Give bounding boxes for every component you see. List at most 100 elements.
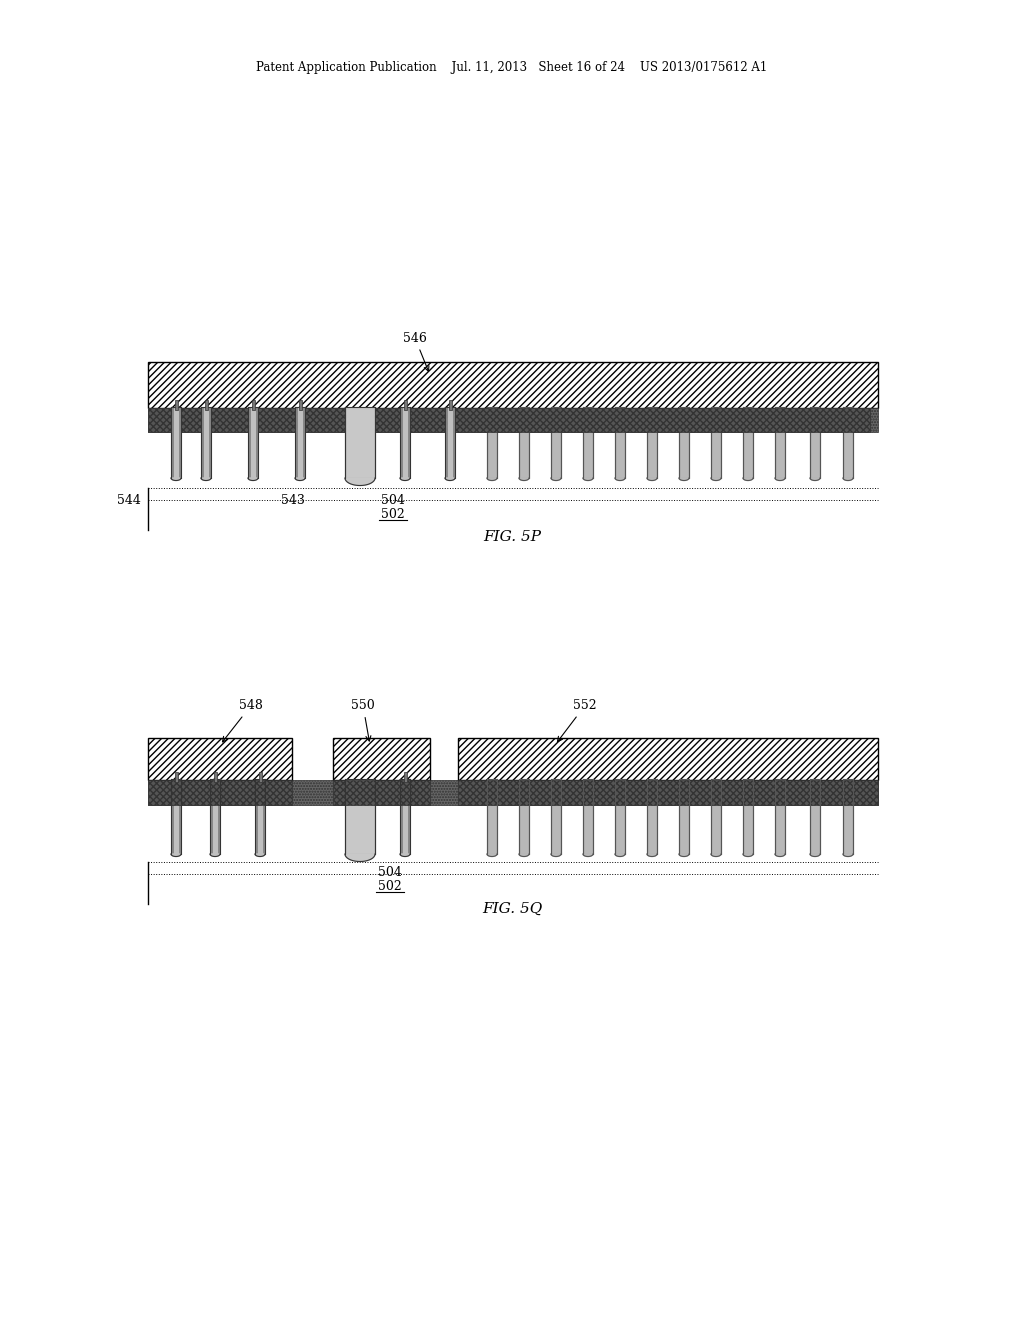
Text: 544: 544: [117, 494, 141, 507]
Bar: [345, 779, 375, 854]
Bar: [204, 407, 209, 478]
Bar: [305, 408, 345, 432]
Bar: [410, 408, 445, 432]
Bar: [211, 408, 248, 432]
Bar: [258, 772, 261, 781]
Bar: [679, 779, 689, 854]
Bar: [711, 779, 721, 854]
Bar: [445, 407, 447, 478]
Polygon shape: [679, 478, 689, 480]
Text: 550: 550: [351, 700, 375, 741]
Bar: [148, 362, 878, 408]
Polygon shape: [445, 478, 455, 480]
Polygon shape: [743, 854, 753, 857]
Bar: [255, 779, 257, 854]
Text: 504: 504: [378, 866, 402, 879]
Polygon shape: [843, 854, 853, 857]
Bar: [408, 407, 410, 478]
Polygon shape: [201, 478, 211, 480]
Text: Patent Application Publication    Jul. 11, 2013   Sheet 16 of 24    US 2013/0175: Patent Application Publication Jul. 11, …: [256, 62, 768, 74]
Bar: [333, 738, 430, 780]
Text: 548: 548: [222, 700, 263, 742]
Bar: [551, 779, 561, 854]
Polygon shape: [551, 854, 561, 857]
Polygon shape: [551, 478, 561, 480]
Bar: [711, 407, 721, 478]
Bar: [458, 738, 878, 780]
Bar: [810, 779, 820, 854]
Bar: [213, 772, 216, 781]
Bar: [403, 772, 407, 781]
Bar: [201, 407, 204, 478]
Bar: [843, 779, 853, 854]
Text: 546: 546: [403, 331, 429, 371]
Polygon shape: [171, 478, 181, 480]
Polygon shape: [210, 854, 220, 857]
Bar: [403, 400, 407, 411]
Polygon shape: [615, 854, 625, 857]
Bar: [743, 407, 753, 478]
Polygon shape: [615, 478, 625, 480]
Bar: [551, 407, 561, 478]
Bar: [209, 407, 211, 478]
Polygon shape: [345, 478, 375, 486]
Polygon shape: [400, 478, 410, 480]
Bar: [333, 780, 430, 805]
Polygon shape: [810, 478, 820, 480]
Bar: [299, 400, 301, 411]
Bar: [402, 407, 408, 478]
Bar: [148, 408, 171, 432]
Text: 543: 543: [281, 494, 305, 507]
Bar: [453, 407, 455, 478]
Polygon shape: [743, 478, 753, 480]
Polygon shape: [400, 854, 410, 857]
Bar: [447, 407, 453, 478]
Polygon shape: [487, 854, 497, 857]
Bar: [148, 408, 878, 432]
Bar: [248, 407, 251, 478]
Bar: [615, 779, 625, 854]
Bar: [775, 407, 785, 478]
Bar: [181, 408, 201, 432]
Polygon shape: [248, 478, 258, 480]
Bar: [252, 400, 255, 411]
Bar: [458, 780, 878, 805]
Bar: [256, 407, 258, 478]
Bar: [178, 779, 181, 854]
Bar: [647, 407, 657, 478]
Polygon shape: [810, 854, 820, 857]
Bar: [810, 407, 820, 478]
Polygon shape: [519, 854, 529, 857]
Bar: [843, 407, 853, 478]
Bar: [583, 779, 593, 854]
Bar: [298, 407, 302, 478]
Polygon shape: [487, 478, 497, 480]
Polygon shape: [775, 854, 785, 857]
Bar: [213, 779, 217, 854]
Bar: [400, 407, 402, 478]
Polygon shape: [679, 854, 689, 857]
Bar: [647, 779, 657, 854]
Bar: [615, 407, 625, 478]
Bar: [148, 738, 292, 780]
Bar: [519, 407, 529, 478]
Bar: [679, 407, 689, 478]
Text: FIG. 5P: FIG. 5P: [483, 531, 541, 544]
Bar: [295, 407, 298, 478]
Polygon shape: [583, 854, 593, 857]
Bar: [402, 779, 408, 854]
Bar: [400, 779, 402, 854]
Polygon shape: [647, 854, 657, 857]
Bar: [173, 407, 178, 478]
Bar: [171, 779, 173, 854]
Text: 504: 504: [381, 494, 404, 507]
Bar: [775, 779, 785, 854]
Polygon shape: [583, 478, 593, 480]
Bar: [258, 408, 295, 432]
Polygon shape: [345, 854, 375, 862]
Bar: [519, 779, 529, 854]
Bar: [449, 400, 452, 411]
Text: 552: 552: [557, 700, 597, 742]
Polygon shape: [711, 478, 721, 480]
Bar: [148, 780, 878, 805]
